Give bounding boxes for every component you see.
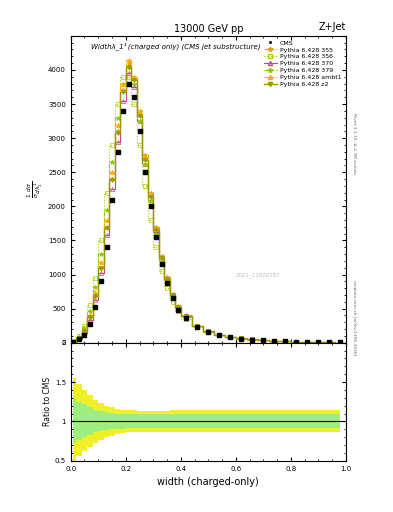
Y-axis label: $\frac{1}{\sigma}\frac{d\sigma}{d\lambda_{1}^{1}}$: $\frac{1}{\sigma}\frac{d\sigma}{d\lambda…: [26, 181, 45, 198]
Text: Z+Jet: Z+Jet: [318, 22, 346, 32]
Text: Rivet 3.1.10, ≥ 2.3M events: Rivet 3.1.10, ≥ 2.3M events: [352, 113, 356, 174]
Y-axis label: Ratio to CMS: Ratio to CMS: [43, 377, 52, 426]
X-axis label: width (charged-only): width (charged-only): [158, 477, 259, 487]
Text: mcplots.cern.ch [arXiv:1306.3436]: mcplots.cern.ch [arXiv:1306.3436]: [352, 280, 356, 355]
Legend: CMS, Pythia 6.428 355, Pythia 6.428 356, Pythia 6.428 370, Pythia 6.428 379, Pyt: CMS, Pythia 6.428 355, Pythia 6.428 356,…: [261, 38, 344, 90]
Title: 13000 GeV pp: 13000 GeV pp: [174, 24, 243, 34]
Text: Widthλ_1¹ (charged only) (CMS jet substructure): Widthλ_1¹ (charged only) (CMS jet substr…: [90, 42, 260, 50]
Text: 2021_11920187: 2021_11920187: [236, 272, 281, 278]
